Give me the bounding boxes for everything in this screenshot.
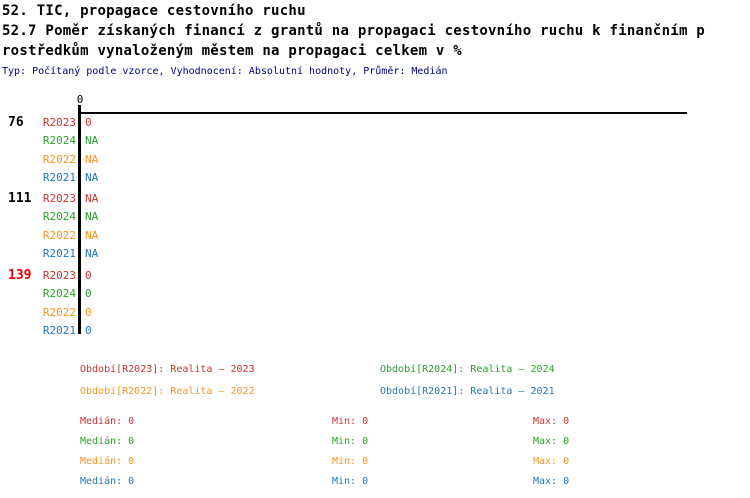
chart-row: R2023 0: [0, 116, 750, 129]
indicator-title-line-1: 52.7 Poměr získaných financí z grantů na…: [2, 23, 705, 39]
chart-row: R2022 NA: [0, 229, 750, 242]
chart-row: R2024 NA: [0, 134, 750, 147]
chart-row: R2023 NA: [0, 192, 750, 205]
series-value: NA: [85, 192, 99, 205]
legend-item-r2023: Období[R2023]: Realita – 2023: [80, 364, 255, 375]
category-label-139: 139: [8, 268, 32, 283]
series-label: R2021: [42, 324, 76, 337]
category-label-76: 76: [8, 115, 24, 130]
series-label: R2022: [42, 153, 76, 166]
x-axis-line: [78, 112, 687, 114]
series-label: R2022: [42, 306, 76, 319]
legend-item-r2022: Období[R2022]: Realita – 2022: [80, 386, 255, 397]
chart-row: R2022 0: [0, 306, 750, 319]
chart-row: R2021 0: [0, 324, 750, 337]
series-value: 0: [85, 324, 92, 337]
series-value: NA: [85, 247, 99, 260]
stats-row-r2024: Medián: 0 Min: 0 Max: 0: [0, 435, 750, 448]
series-value: 0: [85, 306, 92, 319]
stats-row-r2023: Medián: 0 Min: 0 Max: 0: [0, 415, 750, 428]
max-value: Max: 0: [533, 476, 570, 487]
series-label: R2022: [42, 229, 76, 242]
chart-row: R2023 0: [0, 269, 750, 282]
min-value: Min: 0: [332, 456, 369, 467]
legend-item-r2021: Období[R2021]: Realita – 2021: [380, 386, 555, 397]
series-label: R2024: [42, 134, 76, 147]
series-label: R2023: [42, 269, 76, 282]
series-value: NA: [85, 229, 99, 242]
min-value: Min: 0: [332, 416, 369, 427]
series-label: R2021: [42, 247, 76, 260]
chart-row: R2021 NA: [0, 171, 750, 184]
series-label: R2024: [42, 287, 76, 300]
median-value: Medián: 0: [80, 416, 135, 427]
median-value: Medián: 0: [80, 436, 135, 447]
series-label: R2024: [42, 210, 76, 223]
series-value: NA: [85, 153, 99, 166]
indicator-group-title: 52. TIC, propagace cestovního ruchu: [2, 3, 306, 19]
chart-row: R2024 0: [0, 287, 750, 300]
category-label-111: 111: [8, 191, 32, 206]
y-axis-line: [78, 105, 81, 334]
series-label: R2023: [42, 116, 76, 129]
max-value: Max: 0: [533, 456, 570, 467]
series-value: NA: [85, 171, 99, 184]
chart-row: R2022 NA: [0, 153, 750, 166]
indicator-title-line-2: rostředkům vynaloženým městem na propaga…: [2, 43, 462, 59]
chart-row: R2021 NA: [0, 247, 750, 260]
x-axis-origin-tick-label: 0: [76, 93, 84, 106]
median-value: Medián: 0: [80, 476, 135, 487]
series-label: R2021: [42, 171, 76, 184]
max-value: Max: 0: [533, 436, 570, 447]
stats-row-r2021: Medián: 0 Min: 0 Max: 0: [0, 475, 750, 488]
series-label: R2023: [42, 192, 76, 205]
max-value: Max: 0: [533, 416, 570, 427]
legend-item-r2024: Období[R2024]: Realita – 2024: [380, 364, 555, 375]
series-value: 0: [85, 116, 92, 129]
series-value: 0: [85, 287, 92, 300]
series-value: 0: [85, 269, 92, 282]
chart-row: R2024 NA: [0, 210, 750, 223]
stats-row-r2022: Medián: 0 Min: 0 Max: 0: [0, 455, 750, 468]
indicator-meta-line: Typ: Počítaný podle vzorce, Vyhodnocení:…: [2, 66, 448, 77]
series-value: NA: [85, 134, 99, 147]
min-value: Min: 0: [332, 436, 369, 447]
median-value: Medián: 0: [80, 456, 135, 467]
series-value: NA: [85, 210, 99, 223]
min-value: Min: 0: [332, 476, 369, 487]
